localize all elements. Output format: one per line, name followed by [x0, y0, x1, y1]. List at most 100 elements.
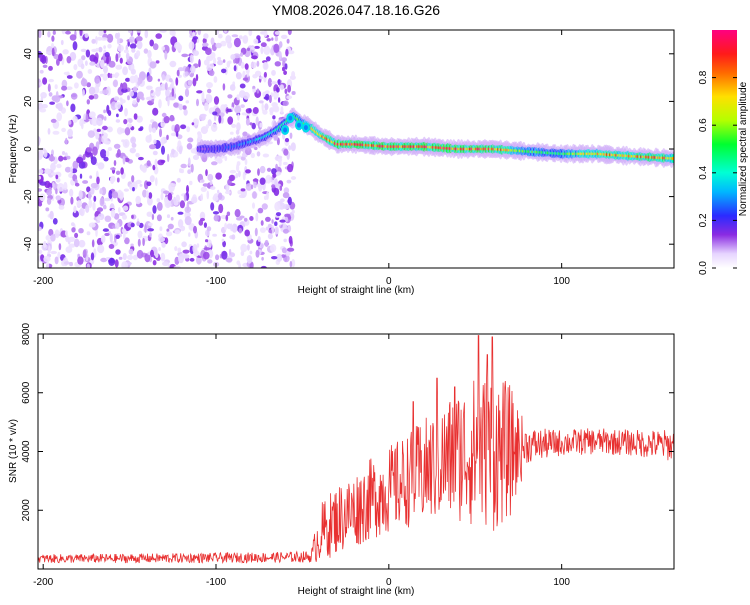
- noise-speckle: [61, 79, 68, 88]
- noise-speckle: [65, 30, 71, 35]
- noise-speckle: [106, 126, 113, 133]
- noise-speckle: [173, 265, 181, 268]
- noise-speckle: [48, 78, 54, 83]
- noise-speckle: [70, 92, 78, 100]
- noise-speckle: [115, 119, 121, 123]
- noise-speckle: [152, 205, 157, 214]
- noise-speckle: [210, 52, 216, 59]
- noise-speckle: [184, 216, 192, 226]
- noise-speckle: [93, 93, 99, 100]
- noise-speckle: [115, 170, 121, 175]
- noise-speckle: [211, 123, 218, 132]
- noise-speckle: [282, 100, 289, 107]
- noise-speckle: [78, 228, 84, 234]
- noise-speckle: [122, 155, 126, 165]
- noise-speckle: [158, 236, 166, 243]
- noise-speckle: [251, 55, 258, 60]
- noise-speckle: [202, 37, 207, 44]
- noise-speckle: [86, 82, 91, 88]
- noise-speckle: [178, 95, 184, 102]
- noise-speckle: [225, 35, 232, 44]
- noise-speckle: [48, 245, 51, 255]
- noise-speckle: [187, 157, 191, 167]
- noise-speckle: [101, 129, 105, 134]
- noise-speckle: [275, 212, 282, 217]
- noise-speckle: [238, 170, 241, 178]
- noise-speckle: [56, 112, 62, 122]
- noise-speckle: [78, 239, 86, 248]
- noise-speckle: [271, 69, 276, 76]
- noise-speckle: [258, 100, 264, 104]
- noise-speckle: [61, 85, 68, 91]
- noise-speckle: [236, 94, 240, 101]
- noise-speckle: [160, 122, 166, 128]
- noise-speckle: [196, 243, 200, 248]
- noise-speckle: [265, 216, 271, 222]
- noise-speckle: [164, 82, 168, 91]
- noise-speckle: [91, 239, 95, 248]
- noise-speckle: [228, 248, 232, 255]
- noise-speckle: [208, 63, 215, 69]
- noise-speckle: [136, 50, 141, 57]
- noise-speckle: [136, 249, 144, 259]
- noise-speckle: [288, 235, 293, 245]
- noise-speckle: [71, 227, 76, 233]
- noise-speckle: [164, 50, 168, 60]
- noise-speckle: [140, 165, 147, 172]
- noise-speckle: [63, 181, 68, 191]
- x-tick-label: 0: [386, 577, 392, 588]
- noise-speckle: [108, 60, 116, 68]
- noise-speckle: [287, 247, 295, 252]
- noise-speckle: [225, 257, 233, 263]
- noise-speckle: [105, 150, 110, 157]
- y-tick-label: -20: [23, 189, 34, 204]
- noise-speckle: [192, 36, 198, 40]
- noise-speckle: [246, 254, 253, 264]
- noise-speckle: [216, 30, 220, 35]
- noise-speckle: [50, 172, 58, 176]
- noise-speckle: [222, 59, 226, 63]
- noise-speckle: [229, 84, 236, 91]
- noise-speckle: [211, 161, 218, 166]
- noise-speckle: [283, 148, 289, 156]
- noise-speckle: [122, 253, 127, 261]
- noise-speckle: [39, 81, 43, 87]
- noise-speckle: [180, 163, 187, 169]
- noise-speckle: [193, 225, 197, 234]
- noise-speckle: [103, 116, 107, 121]
- noise-speckle: [126, 123, 133, 128]
- noise-speckle: [123, 232, 126, 241]
- noise-speckle: [132, 254, 138, 261]
- noise-speckle: [245, 118, 250, 126]
- noise-speckle: [222, 240, 227, 248]
- noise-speckle: [166, 214, 171, 219]
- noise-speckle: [137, 230, 143, 239]
- noise-speckle: [267, 77, 272, 88]
- noise-speckle: [38, 175, 42, 180]
- noise-speckle: [160, 159, 166, 164]
- noise-speckle: [88, 222, 96, 228]
- noise-speckle: [55, 174, 59, 180]
- y-tick-label: 2000: [21, 499, 32, 522]
- noise-speckle: [169, 78, 173, 83]
- noise-speckle: [176, 177, 181, 183]
- noise-speckle: [86, 147, 93, 153]
- signal-blob-core: [283, 127, 288, 133]
- spectrogram-x-ticks: -200 -100 0 100: [33, 30, 570, 287]
- noise-speckle: [152, 164, 156, 171]
- noise-speckle: [218, 192, 223, 200]
- noise-speckle: [136, 30, 142, 33]
- noise-speckle: [200, 193, 203, 201]
- noise-speckle: [217, 33, 223, 39]
- x-tick-label: -200: [33, 577, 53, 588]
- noise-speckle: [118, 256, 123, 260]
- noise-speckle: [109, 233, 113, 243]
- noise-speckle: [258, 183, 263, 192]
- noise-speckle: [200, 186, 207, 192]
- noise-speckle: [136, 40, 143, 50]
- noise-speckle: [238, 262, 241, 268]
- noise-speckle: [224, 190, 231, 195]
- noise-speckle: [282, 228, 289, 234]
- noise-speckle: [92, 146, 98, 156]
- noise-speckle: [100, 257, 108, 263]
